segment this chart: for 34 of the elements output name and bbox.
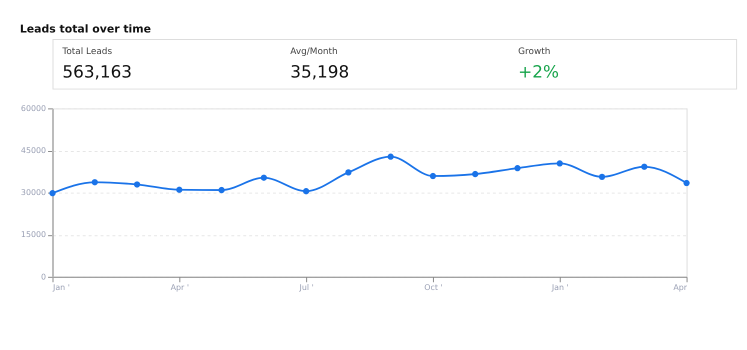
y-tick-label: 15000 [20,230,46,240]
x-tick-label: Apr ' [170,283,189,292]
x-tick-label: Jan ' [52,283,70,292]
point [345,169,352,176]
point [303,188,310,194]
point [49,190,56,196]
text: Total Leads [61,46,112,57]
chart-title: Leads total over time [20,22,152,36]
point [514,165,521,172]
text: +2% [518,62,559,82]
point [430,172,436,180]
text: Growth [518,46,550,57]
x-tick-label: Oct ' [424,283,443,292]
y-tick-label: 0 [41,272,46,282]
text: 35,198 [290,62,350,82]
point [472,170,478,178]
point [598,174,606,180]
point [92,179,98,186]
point [176,186,182,193]
y-tick-label: 45000 [20,146,46,155]
point [641,164,648,170]
text: Avg/Month [290,46,338,57]
x-tick-label: Jul ' [298,283,314,292]
point [134,181,140,188]
point [260,174,267,181]
y-tick-label: 30000 [20,188,46,198]
y-tick-label: 60000 [20,104,46,113]
point [388,154,394,160]
point [218,186,225,194]
point [556,160,563,167]
point [683,180,690,186]
x-tick-label: Apr [673,283,688,292]
x-tick-label: Jan ' [550,283,569,292]
text: 563,163 [62,62,132,82]
